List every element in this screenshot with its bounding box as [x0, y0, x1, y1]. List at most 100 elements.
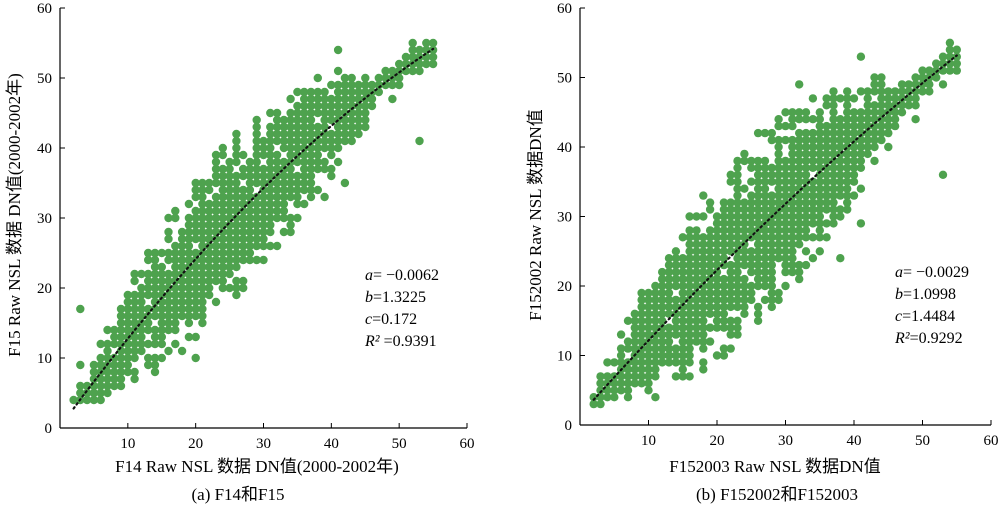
data-point — [150, 290, 160, 300]
data-point — [630, 309, 639, 318]
data-point — [733, 274, 742, 284]
data-point — [616, 372, 626, 381]
data-point — [137, 304, 146, 314]
data-point — [191, 178, 200, 188]
data-point — [712, 212, 722, 221]
data-point — [740, 184, 749, 193]
data-point — [795, 177, 804, 186]
data-point — [630, 358, 639, 367]
data-point — [171, 213, 180, 223]
data-point — [829, 121, 838, 131]
data-point — [205, 283, 214, 293]
data-point — [218, 241, 227, 251]
data-point — [211, 255, 221, 265]
data-point — [218, 199, 227, 209]
data-point — [712, 323, 722, 332]
y-tick-label: 50 — [37, 71, 52, 87]
data-point — [822, 205, 831, 214]
data-point — [347, 136, 356, 146]
data-point — [692, 260, 701, 270]
data-point — [286, 213, 295, 223]
data-point — [856, 142, 866, 152]
data-point — [610, 393, 619, 402]
data-point — [829, 135, 838, 145]
data-point — [198, 185, 207, 195]
data-point — [279, 115, 289, 125]
data-point — [245, 164, 255, 174]
data-point — [836, 170, 845, 179]
data-point — [760, 191, 770, 200]
data-point — [157, 311, 166, 321]
data-point — [801, 142, 811, 152]
data-point — [644, 309, 653, 318]
data-point — [171, 297, 180, 307]
data-point — [239, 227, 248, 237]
data-point — [116, 360, 126, 370]
data-point — [239, 283, 248, 293]
data-point — [279, 213, 289, 223]
data-point — [795, 135, 804, 145]
data-point — [150, 360, 160, 370]
data-point — [198, 248, 207, 258]
data-point — [644, 295, 653, 305]
data-point — [266, 157, 275, 167]
data-point — [788, 163, 797, 172]
data-point — [415, 59, 424, 69]
data-point — [313, 129, 322, 139]
data-point — [266, 129, 275, 139]
data-point — [904, 101, 913, 110]
data-point — [774, 198, 783, 207]
x-tick-label: 20 — [710, 433, 725, 449]
y-tick-label: 0 — [45, 421, 53, 437]
data-point — [774, 177, 783, 186]
data-point — [781, 170, 790, 179]
data-point — [829, 149, 838, 159]
data-point — [788, 191, 797, 200]
data-point — [164, 304, 173, 314]
data-point — [699, 240, 708, 249]
data-point — [252, 136, 261, 146]
data-point — [232, 220, 241, 230]
data-point — [157, 325, 166, 335]
data-point — [678, 233, 687, 242]
data-point — [259, 164, 268, 174]
data-point — [225, 164, 234, 174]
data-point — [843, 163, 852, 172]
data-point — [740, 219, 749, 228]
data-point — [767, 302, 776, 312]
data-point — [171, 206, 180, 216]
data-point — [815, 191, 824, 200]
data-point — [884, 87, 893, 96]
data-point — [801, 156, 811, 166]
data-point — [863, 108, 872, 117]
data-point — [795, 142, 804, 152]
data-point — [245, 213, 255, 223]
data-point — [760, 177, 770, 186]
data-point — [306, 136, 316, 146]
data-point — [808, 163, 818, 172]
panel-b-axes: 0 10 20 30 40 50 60 10 20 30 40 50 60 — [557, 1, 999, 449]
data-point — [644, 344, 653, 353]
data-point — [843, 149, 852, 159]
data-point — [685, 254, 694, 263]
data-point — [938, 80, 948, 89]
data-point — [177, 304, 187, 314]
data-point — [836, 191, 845, 200]
data-point — [658, 351, 667, 360]
data-point — [191, 283, 200, 293]
y-tick-label: 60 — [37, 1, 52, 17]
data-point — [767, 163, 776, 172]
data-point — [856, 52, 866, 61]
data-point — [116, 304, 126, 314]
data-point — [822, 94, 831, 103]
data-point — [849, 142, 859, 152]
data-point — [740, 247, 749, 256]
data-point — [740, 309, 749, 318]
data-point — [705, 260, 715, 270]
data-point — [644, 323, 653, 332]
data-point — [753, 177, 763, 186]
data-point — [245, 234, 255, 244]
data-point — [829, 219, 838, 228]
data-point — [171, 241, 180, 251]
data-point — [664, 344, 674, 353]
